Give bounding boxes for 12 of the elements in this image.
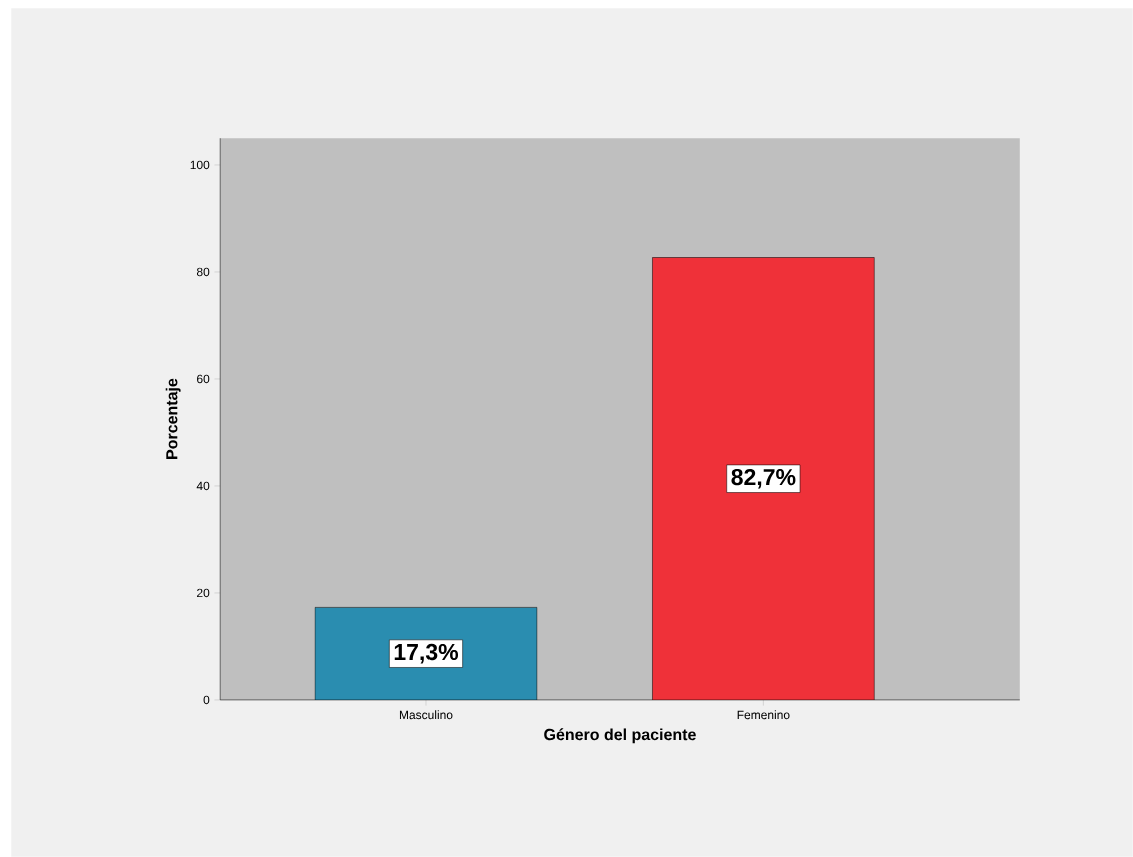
x-axis-title: Género del paciente bbox=[544, 728, 696, 744]
y-tick-label: 100 bbox=[190, 160, 210, 170]
y-tick-label: 60 bbox=[197, 374, 210, 384]
data-label: 82,7% bbox=[731, 468, 796, 489]
y-axis-title: Porcentaje bbox=[165, 378, 181, 459]
y-tick-label: 80 bbox=[196, 267, 210, 277]
y-tick-label: 40 bbox=[196, 481, 210, 491]
x-tick-label: Femenino bbox=[737, 710, 790, 720]
data-label: 17,3% bbox=[394, 643, 459, 664]
y-tick-label: 20 bbox=[197, 588, 210, 598]
x-tick-label: Masculino bbox=[399, 710, 453, 720]
y-tick-label: 0 bbox=[203, 695, 210, 705]
